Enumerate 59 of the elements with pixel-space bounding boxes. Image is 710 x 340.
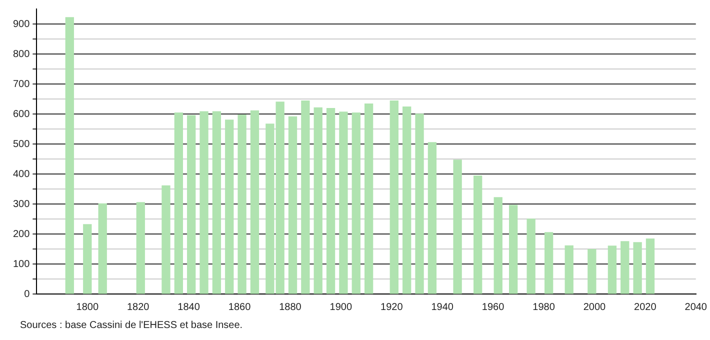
bar [494, 197, 502, 294]
bar [352, 112, 360, 294]
bar [301, 100, 310, 294]
bar [83, 224, 92, 294]
y-tick-label: 500 [12, 138, 30, 150]
bar [136, 202, 145, 294]
y-tick-label: 0 [24, 288, 30, 300]
bar [238, 114, 246, 294]
y-tick-label: 600 [12, 108, 30, 120]
bar [162, 185, 170, 294]
y-tick-label: 400 [12, 168, 30, 180]
x-tick-label: 2000 [583, 302, 606, 313]
bar [200, 111, 208, 294]
bar [187, 115, 196, 294]
bar [288, 116, 298, 294]
y-tick-label: 300 [12, 198, 30, 210]
y-tick-label: 900 [12, 18, 30, 30]
bar [633, 242, 642, 294]
y-tick-label: 700 [12, 78, 30, 90]
bar [65, 17, 74, 294]
bar [98, 203, 107, 294]
x-tick-label: 1980 [532, 302, 556, 313]
x-tick-label: 1800 [76, 302, 99, 313]
x-tick-label: 1880 [279, 302, 302, 313]
x-tick-label: 1960 [482, 302, 505, 313]
bar [509, 204, 518, 294]
x-tick-label: 1860 [228, 302, 252, 313]
bar [415, 114, 424, 294]
bar [474, 175, 482, 294]
bar [526, 218, 536, 294]
y-tick-label: 100 [12, 258, 30, 270]
x-tick-label: 1940 [431, 302, 454, 313]
y-tick-label: 800 [12, 48, 30, 60]
x-tick-label: 2020 [634, 302, 657, 313]
bar [564, 245, 574, 294]
bar [453, 160, 462, 294]
bar [250, 110, 260, 294]
x-tick-label: 1900 [330, 302, 352, 313]
bar [225, 120, 234, 294]
bar [390, 100, 398, 294]
bar [174, 112, 183, 294]
bar [326, 108, 336, 294]
bar [620, 241, 630, 294]
bar [544, 232, 554, 294]
x-tick-label: 2040 [684, 302, 708, 313]
bar [314, 107, 322, 294]
x-tick-label: 1840 [178, 302, 200, 313]
x-tick-label: 1920 [380, 302, 404, 313]
y-tick-label: 200 [12, 228, 30, 240]
source-note: Sources : base Cassini de l'EHESS et base Insee. [20, 320, 243, 331]
x-tick-label: 1820 [126, 302, 150, 313]
bar [588, 248, 596, 294]
bar [428, 142, 437, 294]
bar [646, 238, 655, 294]
bar [402, 106, 412, 294]
bar [608, 246, 617, 294]
bar [364, 103, 374, 294]
bar [212, 111, 222, 294]
bar [339, 112, 348, 294]
